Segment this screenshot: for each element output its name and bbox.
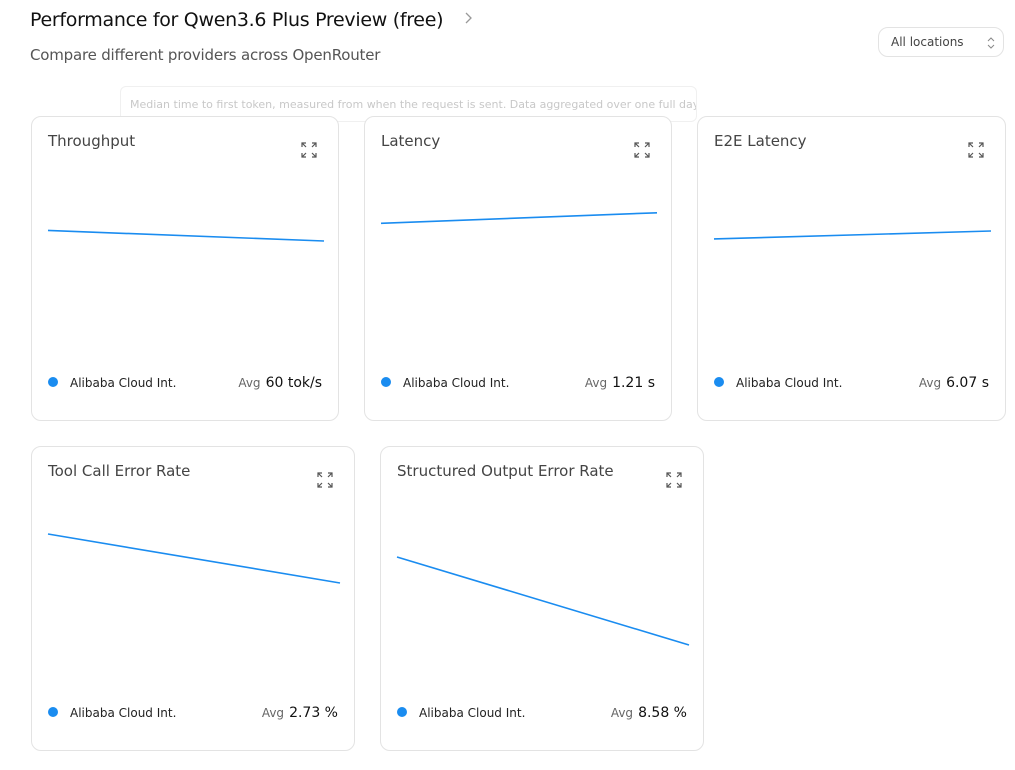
avg-label: Avg [584,376,608,390]
legend-dot [48,707,58,717]
legend-label: Alibaba Cloud Int. [403,376,510,390]
series-line [380,211,658,225]
avg-label: Avg [261,706,285,720]
avg-value: 8.58 % [638,705,687,721]
expand-icon[interactable] [301,142,317,158]
metric-card: Structured Output Error Rate Alibaba Clou… [380,446,704,751]
chart [396,472,690,646]
card-title: Structured Output Error Rate [397,462,614,480]
legend-label: Alibaba Cloud Int. [736,376,843,390]
avg-label: Avg [238,376,261,390]
avg-label: Avg [918,376,942,390]
avg-value: 2.73 % [289,705,338,721]
avg-value: 60 tok/s [265,375,322,391]
card-title: Tool Call Error Rate [48,462,191,480]
legend-dot [381,377,391,387]
expand-icon[interactable] [666,472,682,488]
series-line [47,229,325,242]
avg: Avg 2.73 % [262,705,338,721]
series-line [713,230,992,240]
avg: Avg 6.07 s [919,375,989,391]
legend-label: Alibaba Cloud Int. [419,706,526,720]
legend-dot [714,377,724,387]
metric-card: Latency Alibaba Cloud Int. Avg 1.21 s [364,116,672,421]
title-text: Performance for Qwen3.6 Plus Preview (fr… [30,9,444,31]
page-subtitle: Compare different providers across OpenR… [30,46,381,64]
metric-card: E2E Latency Alibaba Cloud Int. Avg 6.07 s [697,116,1006,421]
expand-icon[interactable] [968,142,984,158]
select-text: All locations [891,35,964,49]
avg-label: Avg [610,706,634,720]
chart [713,142,992,240]
card-title: E2E Latency [714,132,807,150]
card-title: Latency [381,132,441,150]
avg-value: 6.07 s [946,375,989,391]
expand-icon[interactable] [634,142,650,158]
legend-dot [48,377,58,387]
series-line [396,556,690,646]
expand-icon[interactable] [317,472,333,488]
avg: Avg 1.21 s [585,375,655,391]
chart [47,472,341,584]
select-arrows [987,37,995,49]
card-title: Throughput [48,132,136,150]
avg-value: 1.21 s [612,375,655,391]
location-select[interactable]: All locations [878,27,1004,57]
chevron-icon[interactable] [463,12,475,24]
metric-card: Throughput Alibaba Cloud Int. Avg 60 tok/s [31,116,339,421]
legend-label: Alibaba Cloud Int. [70,376,177,390]
metric-card: Tool Call Error Rate Alibaba Cloud Int. Av… [31,446,355,751]
avg: Avg 60 tok/s [238,375,322,391]
legend-dot [397,707,407,717]
chart [47,142,325,242]
series-line [47,533,341,584]
legend-label: Alibaba Cloud Int. [70,706,177,720]
chart [380,142,658,225]
page-title: Performance for Qwen3.6 Plus Preview (fr… [30,9,475,31]
avg: Avg 8.58 % [611,705,687,721]
